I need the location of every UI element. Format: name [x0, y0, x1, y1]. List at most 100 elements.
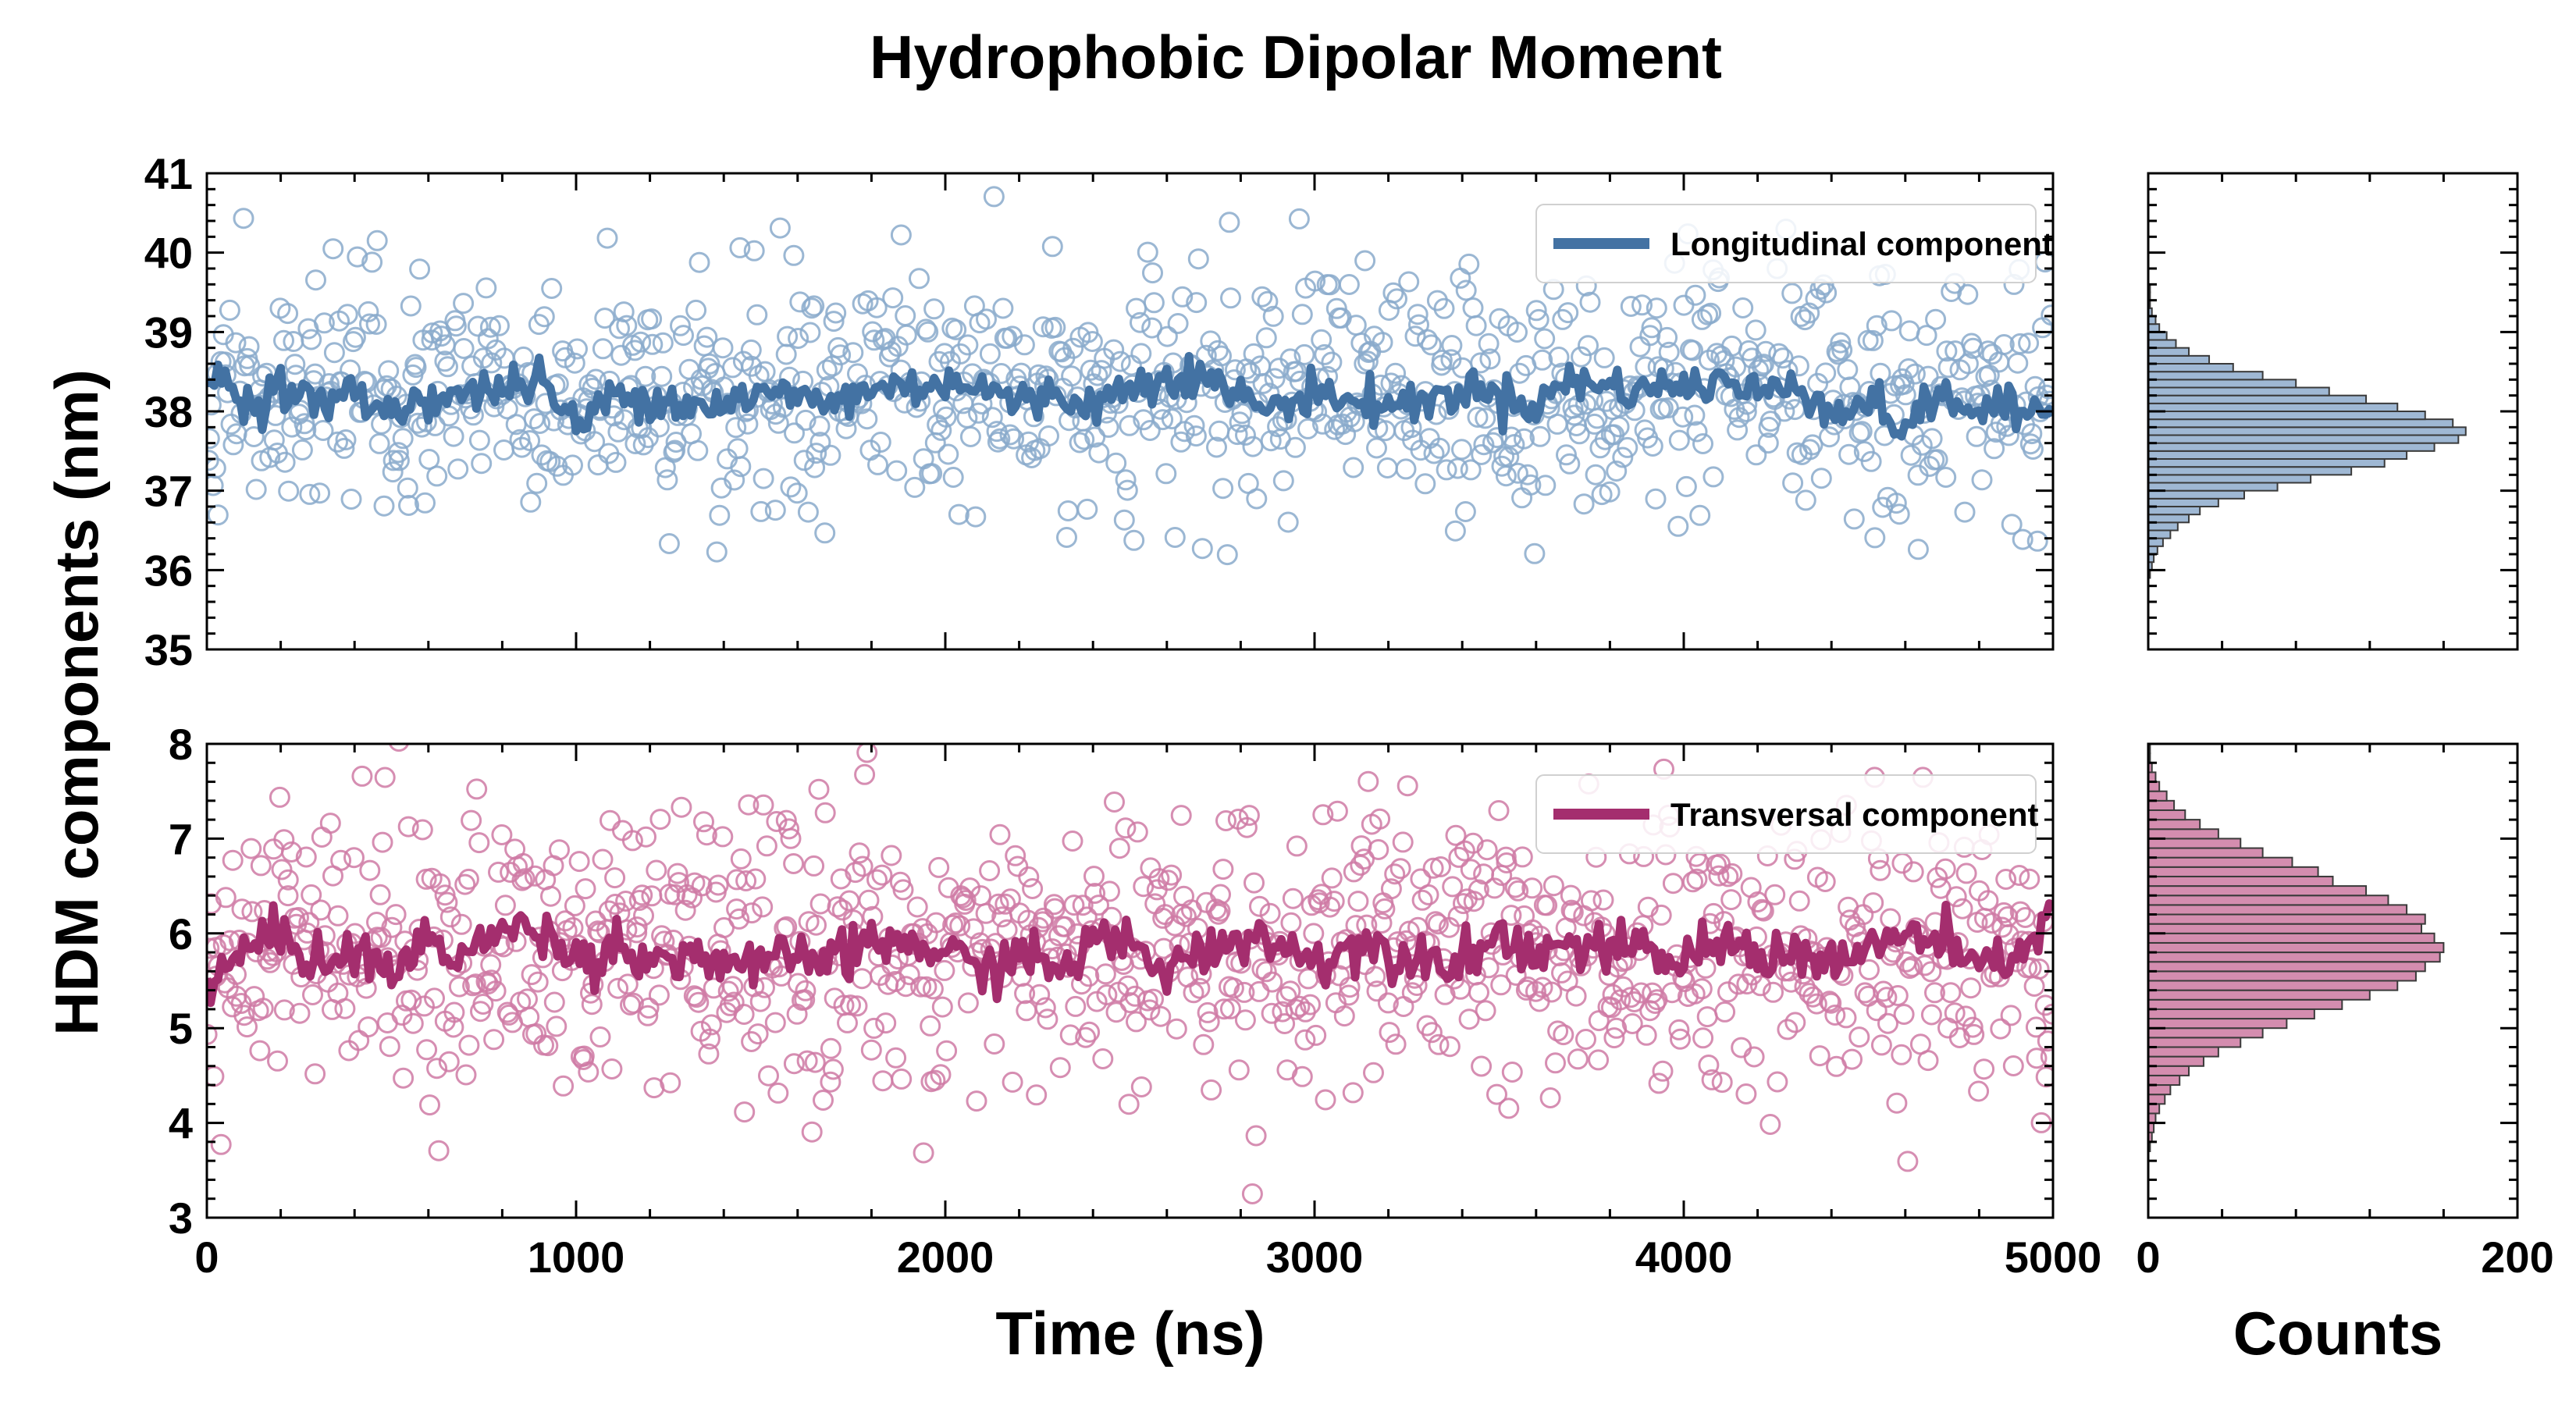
scatter-point — [725, 417, 747, 439]
scatter-point — [809, 415, 831, 437]
histogram-bar — [2147, 847, 2264, 859]
scatter-point — [1799, 983, 1820, 1005]
scatter-point — [1745, 444, 1767, 466]
scatter-point — [957, 992, 979, 1014]
scatter-point — [230, 993, 252, 1014]
scatter-point — [511, 870, 533, 891]
scatter-point — [1422, 857, 1444, 879]
scatter-point — [1782, 472, 1804, 494]
x-tick-label: 4000 — [1635, 1232, 1733, 1282]
scatter-point — [622, 992, 644, 1014]
scatter-point — [418, 449, 440, 470]
scatter-point — [1689, 504, 1711, 526]
scatter-point — [1321, 351, 1343, 373]
scatter-point — [1153, 937, 1175, 959]
scatter-point — [709, 504, 731, 526]
histogram-bar — [2147, 371, 2264, 381]
scatter-point — [1559, 453, 1581, 475]
scatter-point — [252, 998, 274, 1019]
scatter-point — [1416, 1015, 1438, 1037]
scatter-point — [814, 522, 836, 544]
scatter-point — [1325, 297, 1347, 319]
scatter-point — [240, 838, 262, 859]
scatter-point — [1029, 984, 1051, 1005]
scatter-point — [1186, 688, 1204, 707]
scatter-point — [806, 914, 827, 936]
scatter-point — [222, 849, 244, 871]
histogram-frame — [2147, 742, 2519, 1219]
scatter-point — [485, 980, 507, 1002]
scatter-point — [1442, 876, 1464, 898]
scatter-point — [509, 429, 531, 450]
scatter-point — [301, 329, 322, 350]
scatter-point — [393, 1067, 415, 1089]
scatter-point — [1529, 425, 1551, 447]
scatter-point — [1088, 442, 1110, 464]
scatter-point — [319, 813, 341, 834]
scatter-point — [249, 1040, 271, 1062]
scatter-point — [415, 492, 436, 514]
scatter-point — [1448, 846, 1470, 868]
scatter-point — [343, 847, 365, 869]
scatter-point — [670, 315, 691, 336]
scatter-point — [765, 404, 787, 425]
scatter-point — [1997, 906, 2019, 927]
scatter-point — [1898, 958, 1920, 980]
scatter-point — [1436, 459, 1457, 481]
scatter-point — [529, 413, 551, 434]
scatter-point — [1109, 350, 1131, 372]
scatter-point — [402, 1012, 424, 1034]
scatter-point — [1091, 360, 1112, 382]
histogram-bar — [2147, 339, 2177, 349]
scatter-point — [845, 862, 866, 884]
scatter-point — [1430, 856, 1451, 877]
scatter-point — [1026, 1084, 1048, 1106]
scatter-point — [437, 356, 458, 378]
scatter-point — [584, 431, 606, 453]
scatter-point — [1366, 980, 1388, 1002]
scatter-point — [846, 995, 868, 1017]
scatter-point — [1620, 987, 1642, 1008]
scatter-point — [885, 1047, 907, 1069]
scatter-point — [651, 365, 673, 387]
scatter-point — [219, 299, 240, 321]
scatter-point — [1406, 975, 1428, 996]
scatter-point — [727, 438, 749, 460]
scatter-point — [1898, 320, 1920, 342]
scatter-point — [477, 328, 499, 350]
scatter-point — [424, 987, 445, 1009]
scatter-point — [1081, 331, 1103, 352]
scatter-point — [1080, 359, 1101, 381]
scatter-point — [726, 898, 748, 920]
scatter-point — [955, 890, 977, 911]
scatter-point — [777, 325, 799, 347]
scatter-point — [866, 297, 888, 318]
scatter-point — [780, 827, 802, 849]
scatter-point — [743, 240, 765, 261]
scatter-point — [1018, 866, 1040, 887]
scatter-point — [1859, 959, 1880, 980]
scatter-point — [1255, 327, 1277, 349]
scatter-point — [991, 363, 1012, 384]
scatter-point — [851, 968, 873, 990]
scatter-point — [1076, 498, 1098, 520]
scatter-point — [2034, 994, 2053, 1016]
scatter-point — [915, 318, 937, 340]
scatter-point — [1222, 977, 1244, 999]
scatter-point — [422, 322, 443, 344]
scatter-point — [596, 227, 618, 249]
scatter-point — [890, 224, 912, 246]
scatter-point — [1243, 343, 1265, 365]
scatter-point — [1385, 1033, 1407, 1055]
scatter-point — [976, 308, 997, 330]
scatter-point — [562, 454, 583, 476]
scatter-point — [523, 408, 545, 430]
scatter-point — [1848, 717, 1867, 736]
scatter-point — [1641, 317, 1663, 339]
scatter-point — [1955, 863, 1977, 884]
scatter-point — [1260, 430, 1282, 452]
scatter-point — [738, 794, 760, 816]
histogram-bar — [2147, 941, 2445, 954]
scatter-point — [1799, 439, 1820, 461]
